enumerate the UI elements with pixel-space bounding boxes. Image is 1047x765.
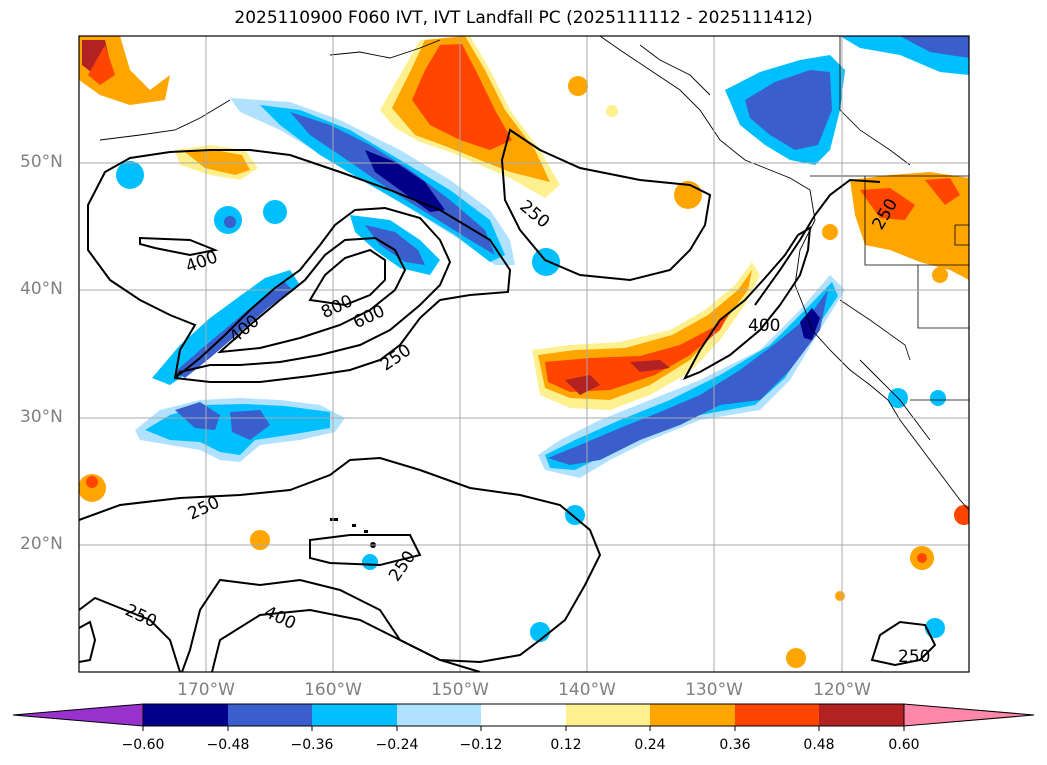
colorbar-bin — [566, 704, 650, 726]
lat-label: 50°N — [20, 152, 63, 172]
colorbar-tick-label: −0.24 — [375, 737, 419, 753]
neg-blob — [565, 505, 585, 525]
boundaries — [810, 36, 969, 401]
contour-800 — [308, 248, 386, 307]
colorbar-extend-low — [12, 703, 144, 727]
lon-label: 120°W — [813, 680, 871, 700]
neg-blob — [362, 554, 378, 570]
contour-400-box — [139, 236, 219, 257]
colorbar-tick-label: 0.36 — [719, 737, 751, 753]
lon-label: 150°W — [431, 680, 489, 700]
colorbar-bin — [650, 704, 735, 726]
neg-blob — [930, 390, 946, 406]
lon-label: 170°W — [177, 680, 235, 700]
gridlines — [79, 36, 969, 672]
colorbar-tick-label: 0.48 — [803, 737, 835, 753]
lon-label: 160°W — [304, 680, 362, 700]
contour-250-sw — [79, 596, 181, 672]
colorbar-tick-label: 0.12 — [550, 737, 582, 753]
contour-250-sw2 — [79, 620, 97, 663]
neg-coast-bc-core — [745, 70, 832, 150]
pos-blob — [250, 530, 270, 550]
map-title: 2025110900 F060 IVT, IVT Landfall PC (20… — [234, 8, 813, 28]
neg-top-right-core — [900, 36, 969, 58]
neg-blob — [532, 248, 560, 276]
pos-band-sub-core — [545, 312, 730, 392]
contour-label: 250 — [898, 647, 930, 667]
pos-blob — [822, 224, 838, 240]
neg-band-30n-core — [175, 402, 270, 440]
colorbar-bin — [143, 704, 228, 726]
map-frame — [78, 35, 970, 673]
lon-label: 130°W — [685, 680, 743, 700]
neg-band-central-upper-core — [365, 225, 425, 265]
colorbar-tick-label: −0.12 — [459, 737, 503, 753]
contour-400-west — [174, 206, 452, 379]
neg-blob — [263, 200, 287, 224]
colorbar-tick-label: 0.24 — [634, 737, 666, 753]
contour-400-coast — [682, 226, 812, 380]
neg-blob — [116, 161, 144, 189]
pos-blob — [79, 474, 106, 502]
pos-us-core — [860, 178, 960, 220]
pos-blob — [786, 648, 806, 668]
colorbar-bin — [228, 704, 312, 726]
lat-label: 20°N — [20, 534, 63, 554]
neg-band-coastal-mid — [545, 282, 838, 470]
coastline — [99, 36, 969, 511]
contour-250-south — [79, 456, 602, 672]
lat-label: 30°N — [20, 407, 63, 427]
pos-blob — [86, 476, 98, 488]
neg-blob — [224, 216, 236, 228]
contour-600 — [217, 236, 407, 354]
lat-label: 40°N — [20, 279, 63, 299]
colorbar-tick-label: −0.60 — [121, 737, 165, 753]
contour-250-main — [87, 149, 512, 383]
colorbar-tick-label: −0.36 — [290, 737, 334, 753]
colorbar-bin — [397, 704, 481, 726]
pos-blob — [954, 505, 969, 525]
colorbar — [12, 703, 1035, 731]
colorbar-bin — [735, 704, 819, 726]
neg-band-nw-max — [365, 150, 445, 212]
ivt-contours — [79, 128, 937, 672]
pos-topleft-mid — [88, 45, 115, 85]
lon-label: 140°W — [558, 680, 616, 700]
neg-blob — [925, 618, 945, 638]
pos-blob — [835, 591, 845, 601]
neg-band-coastal-core — [548, 290, 828, 465]
contour-250-hawaii-box — [309, 534, 422, 567]
contour-250-se — [870, 620, 937, 667]
map-content — [79, 36, 969, 672]
colorbar-extend-high — [903, 703, 1035, 727]
colorbar-tick-label: 0.60 — [888, 737, 920, 753]
colorbar-bin — [819, 704, 904, 726]
contour-400-south — [211, 608, 481, 672]
contour-label: 400 — [748, 316, 780, 336]
pos-band-sub-max — [565, 360, 670, 395]
contour-250-coast-edge — [754, 178, 881, 306]
pos-blob — [606, 105, 618, 117]
colorbar-bin — [481, 704, 566, 726]
pos-alaska-core — [412, 44, 512, 150]
colorbar-tick-label: −0.48 — [206, 737, 250, 753]
pos-blob — [932, 267, 948, 283]
colorbar-bin — [312, 704, 397, 726]
contour-250-north — [500, 128, 712, 282]
pos-blob — [917, 553, 927, 563]
pos-blob — [568, 76, 588, 96]
